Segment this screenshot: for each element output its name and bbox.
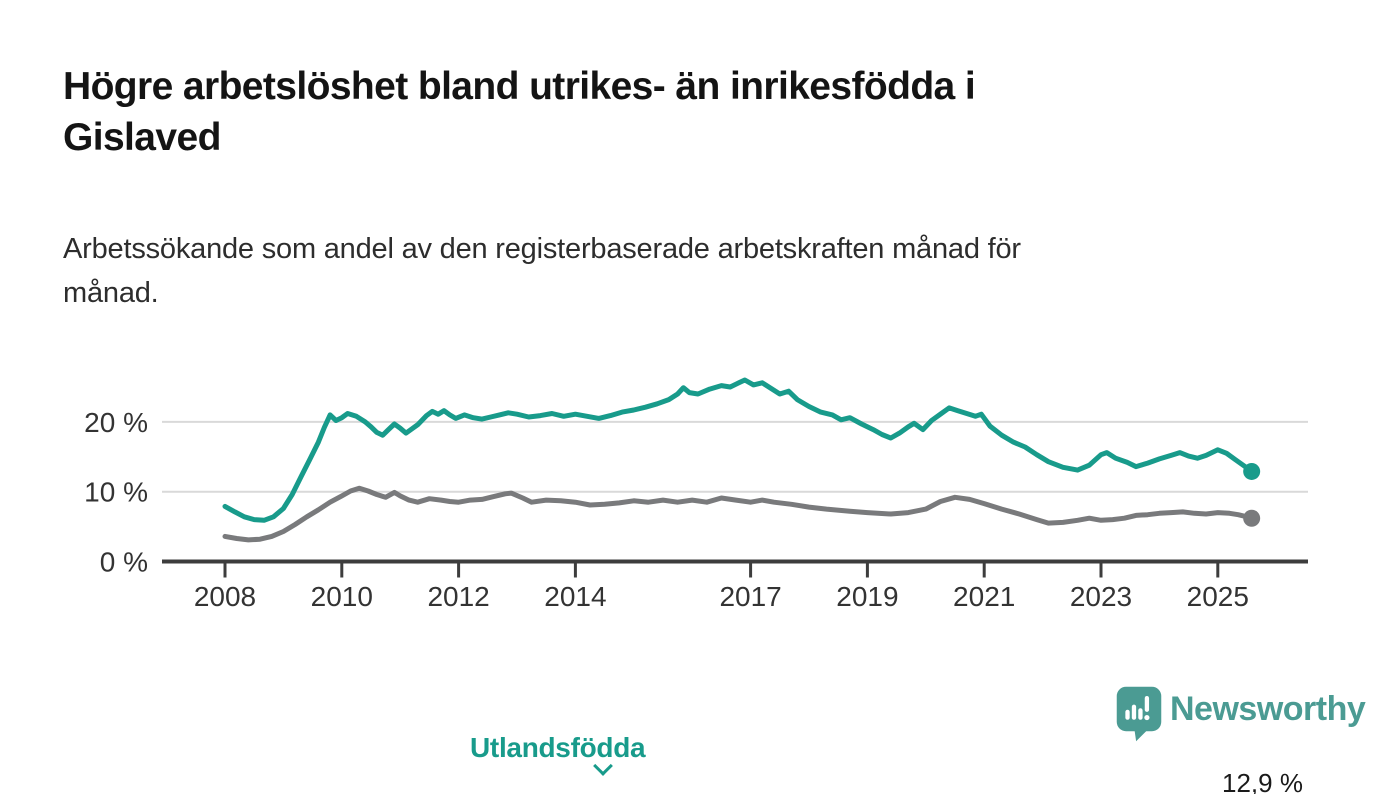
series-end-dot-1 [1243, 509, 1261, 527]
x-tick-label-2019: 2019 [836, 581, 898, 612]
x-tick-label-2023: 2023 [1070, 581, 1132, 612]
chart-subtitle: Arbetssökande som andel av den registerb… [63, 228, 1263, 315]
x-tick-label-2017: 2017 [719, 581, 781, 612]
x-tick-label-2010: 2010 [311, 581, 373, 612]
y-tick-label-0: 0 % [100, 547, 148, 578]
newsworthy-logo: Newsworthy [1116, 686, 1366, 742]
series-end-dot-0 [1243, 462, 1261, 480]
subtitle-line-2: månad. [63, 276, 159, 309]
x-tick-label-2012: 2012 [427, 581, 489, 612]
line-chart: 2008 2010 2012 2014 2017 2019 2021 2023 2025 0 % 1… [0, 330, 1400, 794]
series-line-1 [222, 485, 1255, 543]
x-tick-label-2014: 2014 [544, 581, 606, 612]
newsworthy-logo-text: Newsworthy [1170, 690, 1366, 728]
x-tick-label-2025: 2025 [1187, 581, 1249, 612]
subtitle-line-1: Arbetssökande som andel av den registerb… [63, 233, 1021, 265]
chart-svg: 2008 2010 2012 2014 2017 2019 2021 2023 2025 0 % 1… [84, 377, 1308, 612]
title-line-2: Gislaved [63, 115, 221, 159]
series-line-0 [222, 377, 1255, 523]
x-tick-label-2008: 2008 [194, 581, 256, 612]
x-tick-label-2021: 2021 [953, 581, 1015, 612]
page-title: Högre arbetslöshet bland utrikes- än inr… [63, 62, 1243, 163]
newsworthy-logo-icon [1116, 686, 1162, 742]
end-value-label-utlandsfodda: 12,9 % [1222, 768, 1303, 794]
y-tick-label-20: 20 % [84, 407, 148, 438]
title-line-1: Högre arbetslöshet bland utrikes- än inr… [63, 65, 976, 108]
y-tick-label-10: 10 % [84, 477, 148, 508]
series-label-utlandsfodda: Utlandsfödda [470, 732, 646, 763]
